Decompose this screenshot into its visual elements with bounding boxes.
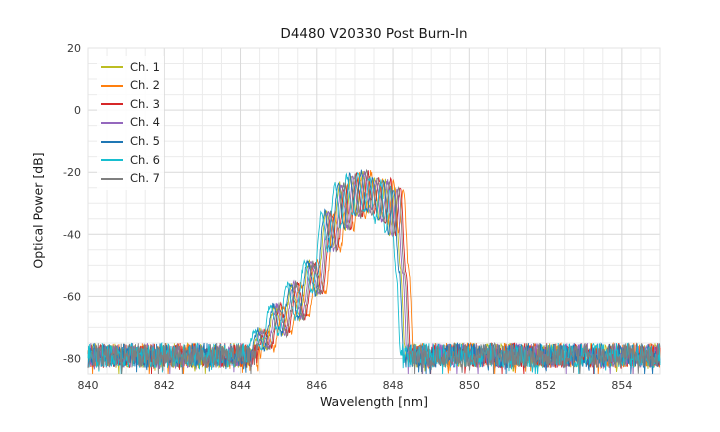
series-line-ch-7 [87,168,661,375]
y-tick-label: -20 [63,166,81,179]
legend-line-swatch [101,122,123,125]
y-axis-label: Optical Power [dB] [30,152,46,269]
legend-item-ch-1: Ch. 1 [101,58,160,77]
legend-item-ch-6: Ch. 6 [101,151,160,170]
legend-line-swatch [101,177,123,180]
legend-label: Ch. 2 [130,78,160,93]
legend-item-ch-2: Ch. 2 [101,77,160,96]
legend-label: Ch. 7 [130,171,160,186]
y-tick-label: -40 [63,228,81,241]
legend-item-ch-4: Ch. 4 [101,114,160,133]
y-tick-label: -80 [63,352,81,365]
legend-item-ch-7: Ch. 7 [101,170,160,189]
legend: Ch. 1 Ch. 2 Ch. 3 Ch. 4 Ch. 5 Ch. 6 Ch. 7 [97,56,164,191]
y-tick-label: 0 [74,104,81,117]
x-tick-label: 850 [459,379,480,392]
y-tick-label: 20 [67,42,81,55]
legend-item-ch-5: Ch. 5 [101,132,160,151]
legend-line-swatch [101,103,123,106]
legend-item-ch-3: Ch. 3 [101,95,160,114]
legend-label: Ch. 1 [130,59,160,74]
legend-label: Ch. 4 [130,115,160,130]
legend-label: Ch. 6 [130,152,160,167]
x-tick-label: 854 [611,379,632,392]
x-tick-label: 848 [383,379,404,392]
chart-title: D4480 V20330 Post Burn-In [280,26,468,42]
x-tick-label: 844 [230,379,251,392]
legend-line-swatch [101,140,123,143]
plot-border [87,47,661,375]
legend-line-swatch [101,159,123,162]
legend-line-swatch [101,66,123,69]
legend-label: Ch. 5 [130,133,160,148]
x-axis-label: Wavelength [nm] [320,394,428,409]
x-tick-label: 840 [78,379,99,392]
legend-label: Ch. 3 [130,96,160,111]
x-tick-label: 852 [535,379,556,392]
x-tick-label: 846 [306,379,327,392]
y-tick-label: -60 [63,290,81,303]
x-tick-label: 842 [154,379,175,392]
legend-line-swatch [101,84,123,87]
